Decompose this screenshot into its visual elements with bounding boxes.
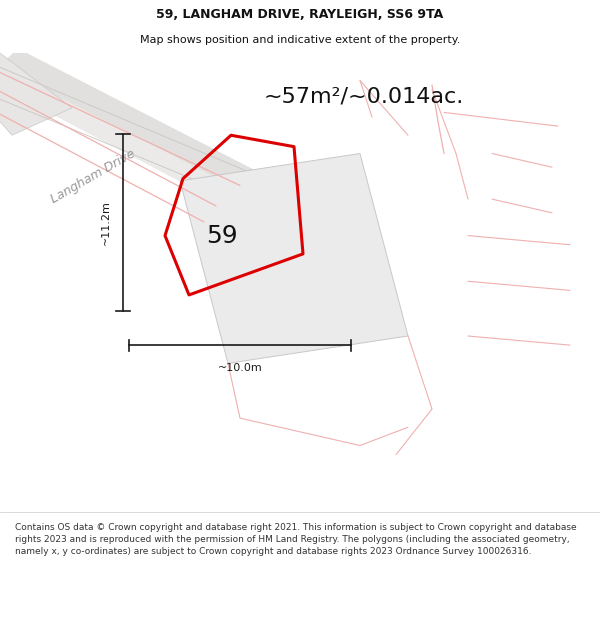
Polygon shape [0,49,258,199]
Text: 59, LANGHAM DRIVE, RAYLEIGH, SS6 9TA: 59, LANGHAM DRIVE, RAYLEIGH, SS6 9TA [157,8,443,21]
Text: ~11.2m: ~11.2m [101,200,111,245]
Polygon shape [0,44,72,135]
Polygon shape [0,67,240,204]
Text: Contains OS data © Crown copyright and database right 2021. This information is : Contains OS data © Crown copyright and d… [15,523,577,556]
Text: 59: 59 [206,224,238,248]
Text: ~57m²/~0.014ac.: ~57m²/~0.014ac. [264,86,464,106]
Text: ~10.0m: ~10.0m [218,363,262,373]
Text: Map shows position and indicative extent of the property.: Map shows position and indicative extent… [140,35,460,45]
Text: Langham Drive: Langham Drive [49,147,137,206]
Polygon shape [180,154,408,363]
